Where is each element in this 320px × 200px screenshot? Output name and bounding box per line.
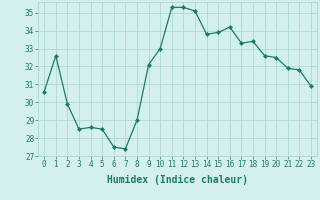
X-axis label: Humidex (Indice chaleur): Humidex (Indice chaleur) [107, 175, 248, 185]
